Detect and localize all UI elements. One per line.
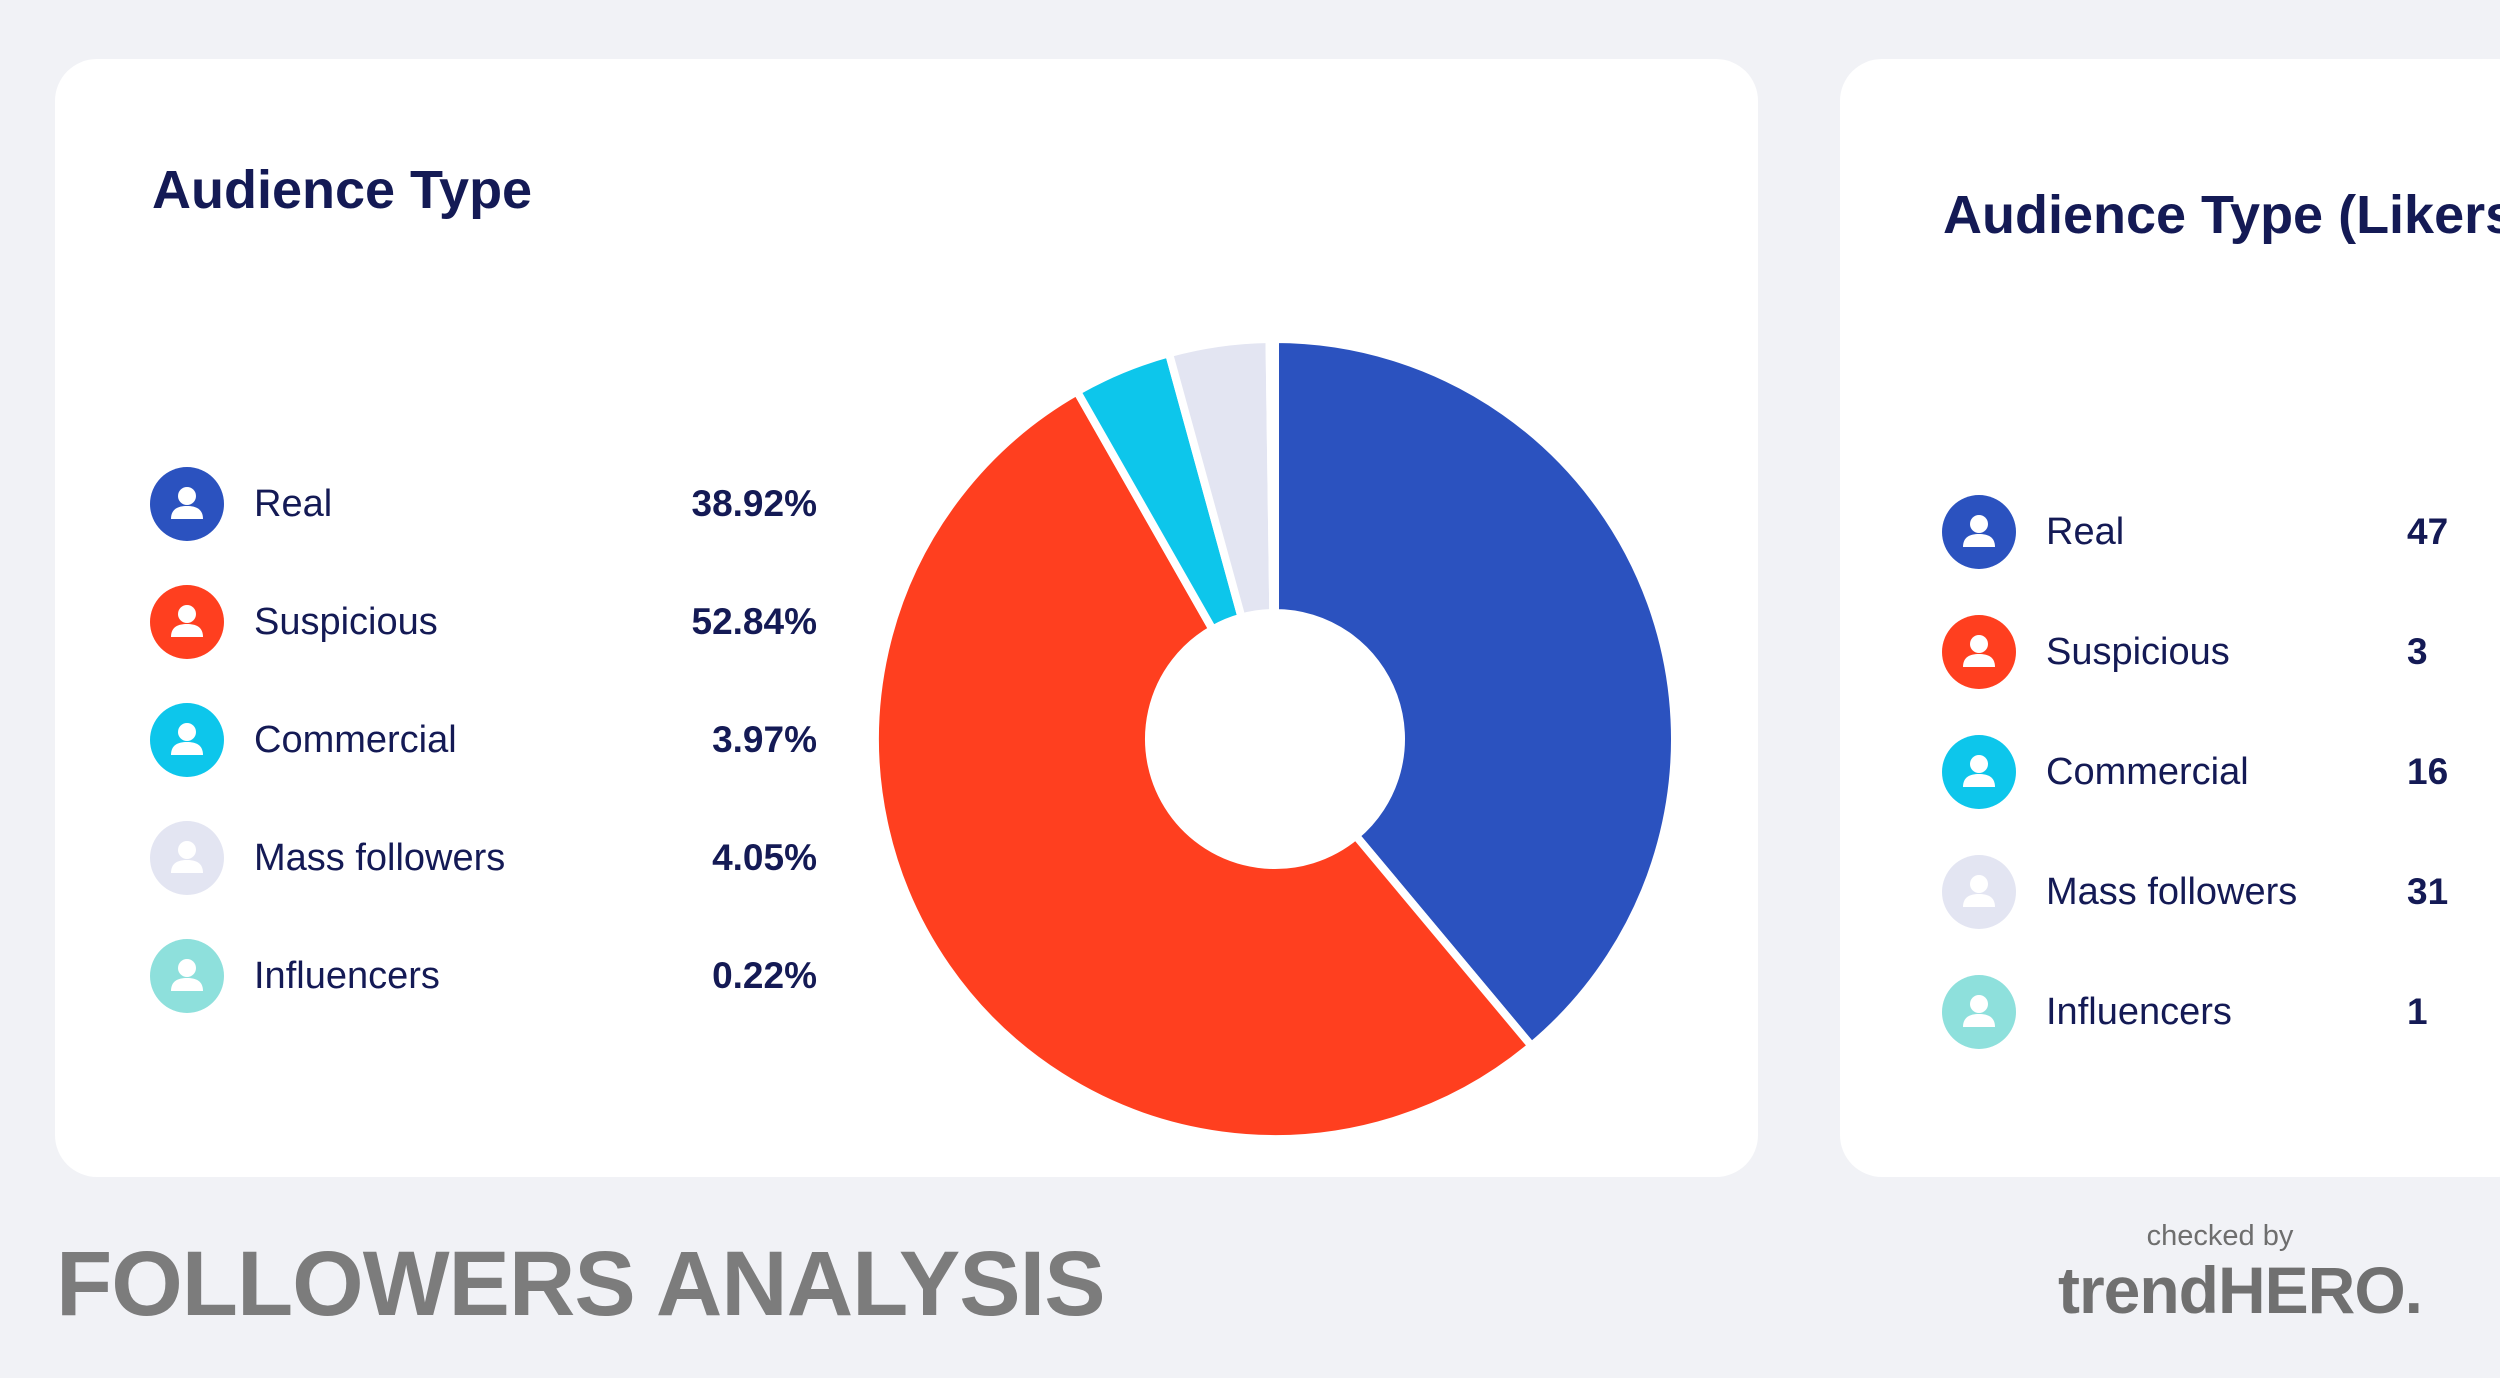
- audience-type-legend: Real 38.92% Suspicious 52.84% Commercial…: [150, 445, 817, 1035]
- legend-value: 16: [2407, 751, 2449, 792]
- audience-type-likers-card: Audience Type (Likers Real 47 Suspicious…: [1840, 59, 2500, 1177]
- legend-label: Influencers: [254, 954, 440, 997]
- audience-type-likers-legend: Real 47 Suspicious 3 Commercial 16 Mass …: [1942, 472, 2500, 1072]
- user-icon: [150, 703, 224, 777]
- audience-type-donut-chart: [871, 335, 1679, 1143]
- slice-real: [1271, 335, 1679, 1050]
- legend-label: Real: [2046, 510, 2125, 553]
- user-icon: [1942, 975, 2016, 1049]
- legend-label: Mass followers: [2046, 870, 2298, 913]
- checked-by-label: checked by: [2146, 1220, 2294, 1252]
- legend-label: Real: [254, 482, 333, 525]
- likers-legend-item-suspicious: Suspicious 3: [1942, 592, 2500, 712]
- legend-item-mass-followers: Mass followers 4.05%: [150, 799, 817, 917]
- audience-type-card: Audience Type Real 38.92% Suspicious 52.…: [55, 59, 1758, 1177]
- legend-item-influencers: Influencers 0.22%: [150, 917, 817, 1035]
- legend-value: 3: [2407, 631, 2428, 672]
- user-icon: [1942, 855, 2016, 929]
- legend-label: Commercial: [254, 718, 457, 761]
- slice-suspicious: [871, 387, 1536, 1143]
- likers-legend-item-commercial: Commercial 16: [1942, 712, 2500, 832]
- legend-value: 0.22%: [712, 955, 817, 996]
- legend-value: 3.97%: [712, 719, 817, 760]
- user-icon: [150, 585, 224, 659]
- user-icon: [150, 467, 224, 541]
- legend-item-real: Real 38.92%: [150, 445, 817, 563]
- legend-value: 1: [2407, 991, 2428, 1032]
- legend-label: Suspicious: [254, 600, 438, 643]
- legend-value: 4.05%: [712, 837, 817, 878]
- audience-type-title: Audience Type: [152, 160, 533, 220]
- legend-label: Mass followers: [254, 836, 506, 879]
- legend-value: 52.84%: [691, 601, 818, 642]
- user-icon: [150, 939, 224, 1013]
- slice-influencers: [1265, 335, 1279, 618]
- likers-legend-item-influencers: Influencers 1: [1942, 952, 2500, 1072]
- trendhero-logo: trendHERO.: [2058, 1253, 2423, 1327]
- user-icon: [1942, 495, 2016, 569]
- legend-label: Influencers: [2046, 990, 2232, 1033]
- user-icon: [1942, 735, 2016, 809]
- user-icon: [1942, 615, 2016, 689]
- legend-label: Commercial: [2046, 750, 2249, 793]
- legend-value: 47: [2407, 511, 2449, 552]
- legend-value: 31: [2407, 871, 2449, 912]
- legend-item-commercial: Commercial 3.97%: [150, 681, 817, 799]
- followers-analysis-heading: FOLLOWERS ANALYSIS: [56, 1233, 1106, 1335]
- legend-label: Suspicious: [2046, 630, 2230, 673]
- user-icon: [150, 821, 224, 895]
- likers-legend-item-mass-followers: Mass followers 31: [1942, 832, 2500, 952]
- legend-item-suspicious: Suspicious 52.84%: [150, 563, 817, 681]
- audience-type-likers-title: Audience Type (Likers: [1943, 185, 2500, 245]
- legend-value: 38.92%: [691, 483, 818, 524]
- likers-legend-item-real: Real 47: [1942, 472, 2500, 592]
